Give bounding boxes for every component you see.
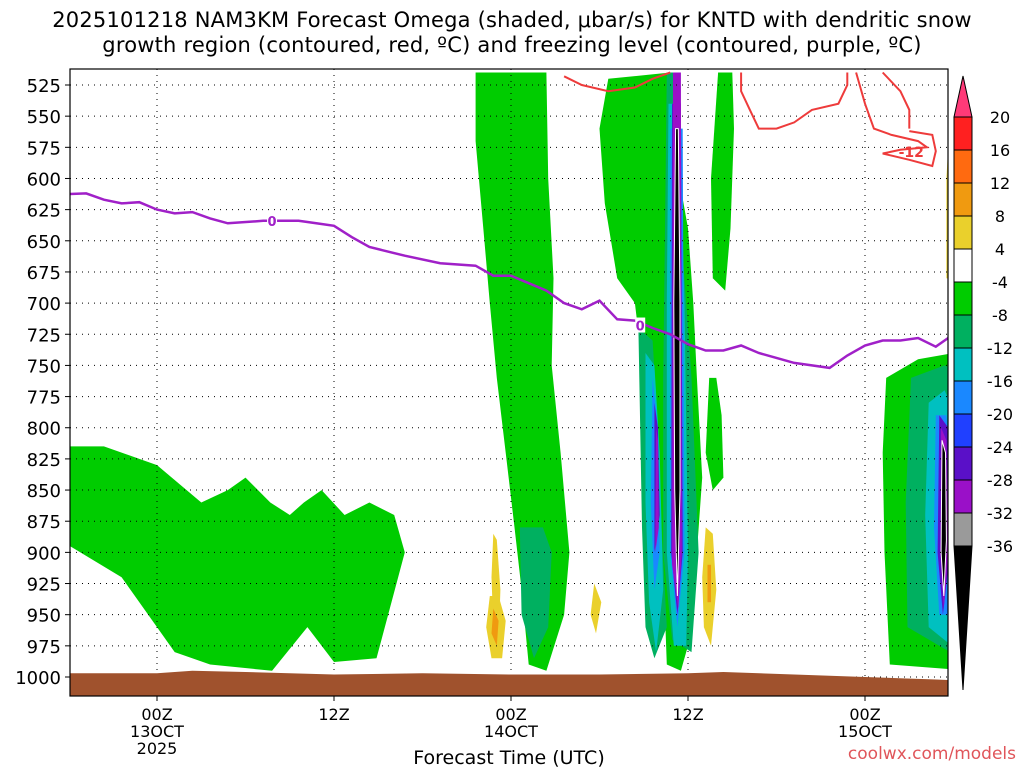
x-tick-label-0-2: 2025 <box>137 739 178 758</box>
colorbar-label-10: -24 <box>987 438 1013 457</box>
colorbar-label-11: -28 <box>987 471 1013 490</box>
colorbar-label-13: -36 <box>987 537 1013 556</box>
y-tick-label-8: 725 <box>27 325 61 346</box>
omega-region-6 <box>519 527 552 659</box>
freezing-level-line <box>70 192 948 370</box>
x-tick-label-4-0: 00Z <box>849 705 880 724</box>
dgz-contour-1 <box>740 72 849 130</box>
x-axis-label: Forecast Time (UTC) <box>413 747 604 768</box>
y-tick-label-5: 650 <box>27 232 61 253</box>
y-tick-label-17: 950 <box>27 606 61 627</box>
colorbar-label-7: -12 <box>987 339 1013 358</box>
colorbar-box-11 <box>953 446 973 481</box>
y-tick-label-1: 550 <box>27 107 61 128</box>
plot-frame <box>69 68 949 697</box>
colorbar-label-8: -16 <box>987 372 1013 391</box>
colorbar-box-9 <box>953 380 973 415</box>
colorbar-box-2 <box>953 149 973 184</box>
x-tick-label-2-1: 14OCT <box>484 722 538 741</box>
y-tick-label-6: 675 <box>27 263 61 284</box>
dgz-contour-label: -12 <box>899 145 924 161</box>
colorbar-label-6: -8 <box>992 306 1008 325</box>
y-tick-label-11: 800 <box>27 419 61 440</box>
colorbar-box-13 <box>953 512 973 547</box>
omega-region-2 <box>711 72 734 291</box>
omega-region-30 <box>491 608 499 646</box>
colorbar-top-arrow <box>953 75 973 118</box>
x-tick-label-1-0: 12Z <box>318 705 349 724</box>
x-tick-label-4-1: 15OCT <box>838 722 892 741</box>
chart-title-line1: 2025101218 NAM3KM Forecast Omega (shaded… <box>52 8 972 32</box>
x-tick-label-3-0: 12Z <box>672 705 703 724</box>
colorbar-box-7 <box>953 314 973 349</box>
colorbar-box-12 <box>953 479 973 514</box>
y-tick-label-12: 825 <box>27 450 61 471</box>
y-tick-label-18: 975 <box>27 637 61 658</box>
colorbar-box-1 <box>953 116 973 151</box>
colorbar-box-4 <box>953 215 973 250</box>
x-tick-label-2-0: 00Z <box>495 705 526 724</box>
terrain <box>70 670 948 696</box>
colorbar-box-10 <box>953 413 973 448</box>
y-tick-label-14: 875 <box>27 512 61 533</box>
colorbar-label-4: 4 <box>995 240 1005 259</box>
omega-region-27 <box>590 583 602 634</box>
omega-region-4 <box>705 377 724 491</box>
y-tick-label-16: 925 <box>27 575 61 596</box>
dgz-contour-2 <box>855 72 937 168</box>
colorbar-box-8 <box>953 347 973 382</box>
y-tick-label-13: 850 <box>27 481 61 502</box>
y-tick-label-10: 775 <box>27 388 61 409</box>
y-tick-label-7: 700 <box>27 294 61 315</box>
x-tick-label-0-0: 00Z <box>141 705 172 724</box>
chart-title-line2: growth region (contoured, red, ºC) and f… <box>102 33 922 57</box>
y-tick-label-15: 900 <box>27 543 61 564</box>
omega-region-0 <box>475 72 570 671</box>
colorbar-label-3: 8 <box>995 207 1005 226</box>
freezing-label-bg-1 <box>635 317 646 333</box>
colorbar-label-2: 12 <box>990 174 1010 193</box>
y-tick-label-2: 575 <box>27 138 61 159</box>
dgz-contour-0 <box>563 71 671 93</box>
omega-region-23 <box>940 440 947 597</box>
colorbar-box-3 <box>953 182 973 217</box>
y-tick-label-9: 750 <box>27 356 61 377</box>
omega-region-3 <box>70 446 405 671</box>
plot-area: -12 0 0 <box>70 69 948 696</box>
colorbar-label-0: 20 <box>990 108 1010 127</box>
colorbar-label-9: -20 <box>987 405 1013 424</box>
x-tick-label-0-1: 13OCT <box>130 722 184 741</box>
colorbar-box-5 <box>953 248 973 283</box>
colorbar-label-12: -32 <box>987 504 1013 523</box>
colorbar-box-6 <box>953 281 973 316</box>
dgz-contour-3 <box>881 71 911 129</box>
omega-region-22 <box>673 128 681 597</box>
colorbar-label-1: 16 <box>990 141 1010 160</box>
credit-text: coolwx.com/models <box>847 744 1016 764</box>
colorbar-bottom-arrow <box>953 545 973 691</box>
y-tick-label-4: 625 <box>27 201 61 222</box>
y-tick-label-3: 600 <box>27 169 61 190</box>
y-tick-label-19: 1000 <box>15 668 61 689</box>
freezing-level-label-1: 0 <box>636 320 645 335</box>
y-tick-label-0: 525 <box>27 76 61 97</box>
colorbar-label-5: -4 <box>992 273 1008 292</box>
freezing-label-bg-0 <box>267 212 278 228</box>
freezing-level-label-0: 0 <box>268 215 277 230</box>
omega-region-19 <box>655 427 659 553</box>
omega-region-31 <box>707 564 711 603</box>
